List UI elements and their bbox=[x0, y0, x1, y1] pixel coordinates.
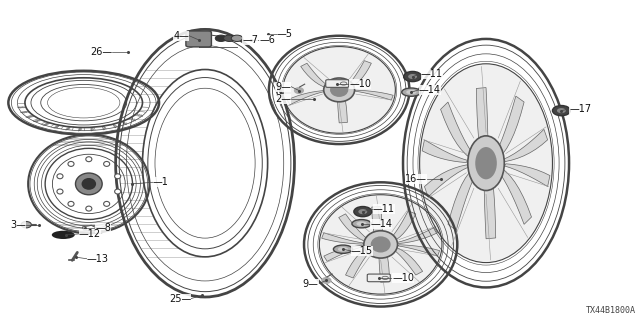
Ellipse shape bbox=[403, 39, 569, 287]
Polygon shape bbox=[396, 228, 438, 244]
Ellipse shape bbox=[57, 174, 63, 179]
Ellipse shape bbox=[319, 195, 442, 294]
Text: —6: —6 bbox=[259, 35, 275, 44]
Ellipse shape bbox=[304, 182, 458, 307]
Ellipse shape bbox=[8, 71, 159, 134]
Ellipse shape bbox=[338, 247, 348, 252]
Text: 26—: 26— bbox=[90, 47, 113, 57]
FancyBboxPatch shape bbox=[186, 31, 211, 47]
Text: —10: —10 bbox=[349, 78, 371, 89]
Text: —5: —5 bbox=[276, 28, 292, 38]
Text: 9—: 9— bbox=[303, 279, 319, 289]
Polygon shape bbox=[504, 164, 550, 187]
Ellipse shape bbox=[356, 221, 367, 226]
Polygon shape bbox=[324, 245, 365, 261]
Ellipse shape bbox=[269, 36, 410, 144]
Text: —15: —15 bbox=[351, 246, 372, 256]
Ellipse shape bbox=[358, 209, 367, 214]
Text: —13: —13 bbox=[87, 254, 109, 264]
Ellipse shape bbox=[371, 236, 390, 252]
Polygon shape bbox=[287, 91, 324, 105]
Polygon shape bbox=[346, 61, 371, 88]
Text: —1: —1 bbox=[153, 177, 168, 187]
Polygon shape bbox=[494, 96, 524, 158]
Text: 25—: 25— bbox=[169, 293, 191, 304]
Text: —14: —14 bbox=[371, 219, 392, 229]
Text: —17: —17 bbox=[569, 104, 591, 114]
Ellipse shape bbox=[294, 87, 304, 94]
Ellipse shape bbox=[404, 71, 422, 82]
Ellipse shape bbox=[115, 189, 121, 194]
Ellipse shape bbox=[86, 206, 92, 211]
Text: 16—: 16— bbox=[405, 174, 428, 184]
Ellipse shape bbox=[86, 157, 92, 162]
Ellipse shape bbox=[420, 64, 552, 263]
Polygon shape bbox=[83, 225, 98, 231]
Polygon shape bbox=[372, 207, 382, 241]
Polygon shape bbox=[476, 88, 488, 156]
Text: —7: —7 bbox=[242, 35, 258, 44]
Ellipse shape bbox=[223, 35, 235, 42]
Polygon shape bbox=[346, 247, 374, 278]
Text: 3—: 3— bbox=[10, 220, 26, 230]
Ellipse shape bbox=[552, 106, 570, 116]
Ellipse shape bbox=[28, 134, 150, 233]
Ellipse shape bbox=[330, 83, 348, 97]
Ellipse shape bbox=[81, 178, 96, 190]
Ellipse shape bbox=[21, 221, 31, 228]
FancyBboxPatch shape bbox=[367, 274, 390, 282]
Ellipse shape bbox=[408, 74, 417, 79]
Ellipse shape bbox=[215, 35, 227, 42]
Ellipse shape bbox=[116, 29, 294, 297]
Text: 9—: 9— bbox=[275, 82, 291, 92]
Text: TX44B1800A: TX44B1800A bbox=[586, 306, 636, 315]
Text: —10: —10 bbox=[392, 273, 414, 283]
Text: —8: —8 bbox=[95, 222, 111, 233]
Ellipse shape bbox=[104, 201, 109, 206]
Polygon shape bbox=[448, 169, 478, 230]
Polygon shape bbox=[440, 102, 476, 158]
Polygon shape bbox=[422, 140, 468, 163]
Ellipse shape bbox=[476, 147, 497, 179]
Polygon shape bbox=[322, 233, 364, 244]
Ellipse shape bbox=[321, 277, 332, 284]
Polygon shape bbox=[301, 63, 330, 88]
Ellipse shape bbox=[352, 220, 371, 228]
Polygon shape bbox=[388, 211, 416, 242]
Ellipse shape bbox=[283, 47, 396, 133]
Polygon shape bbox=[424, 165, 469, 197]
Polygon shape bbox=[497, 168, 531, 224]
Text: 2—: 2— bbox=[275, 94, 291, 104]
Polygon shape bbox=[379, 248, 390, 282]
Ellipse shape bbox=[333, 245, 353, 253]
Ellipse shape bbox=[364, 231, 397, 258]
Ellipse shape bbox=[231, 35, 243, 42]
Ellipse shape bbox=[402, 88, 421, 96]
Text: 4—: 4— bbox=[173, 31, 189, 41]
Ellipse shape bbox=[468, 136, 504, 190]
Polygon shape bbox=[484, 170, 496, 239]
Ellipse shape bbox=[76, 173, 102, 195]
Ellipse shape bbox=[57, 189, 63, 194]
Ellipse shape bbox=[68, 162, 74, 166]
Text: —14: —14 bbox=[419, 85, 441, 95]
Ellipse shape bbox=[557, 108, 566, 113]
Ellipse shape bbox=[115, 174, 121, 179]
Text: —11: —11 bbox=[421, 69, 443, 79]
Polygon shape bbox=[339, 214, 371, 242]
Ellipse shape bbox=[354, 206, 372, 217]
Text: —12: —12 bbox=[79, 229, 100, 239]
Ellipse shape bbox=[406, 90, 417, 94]
Ellipse shape bbox=[324, 78, 355, 102]
Ellipse shape bbox=[68, 201, 74, 206]
FancyBboxPatch shape bbox=[326, 80, 349, 87]
Ellipse shape bbox=[52, 231, 75, 239]
Polygon shape bbox=[390, 247, 422, 275]
Ellipse shape bbox=[104, 162, 109, 166]
Polygon shape bbox=[503, 129, 548, 162]
Polygon shape bbox=[337, 93, 348, 123]
Polygon shape bbox=[355, 90, 393, 100]
Polygon shape bbox=[397, 245, 440, 256]
Text: —11: —11 bbox=[373, 204, 395, 214]
